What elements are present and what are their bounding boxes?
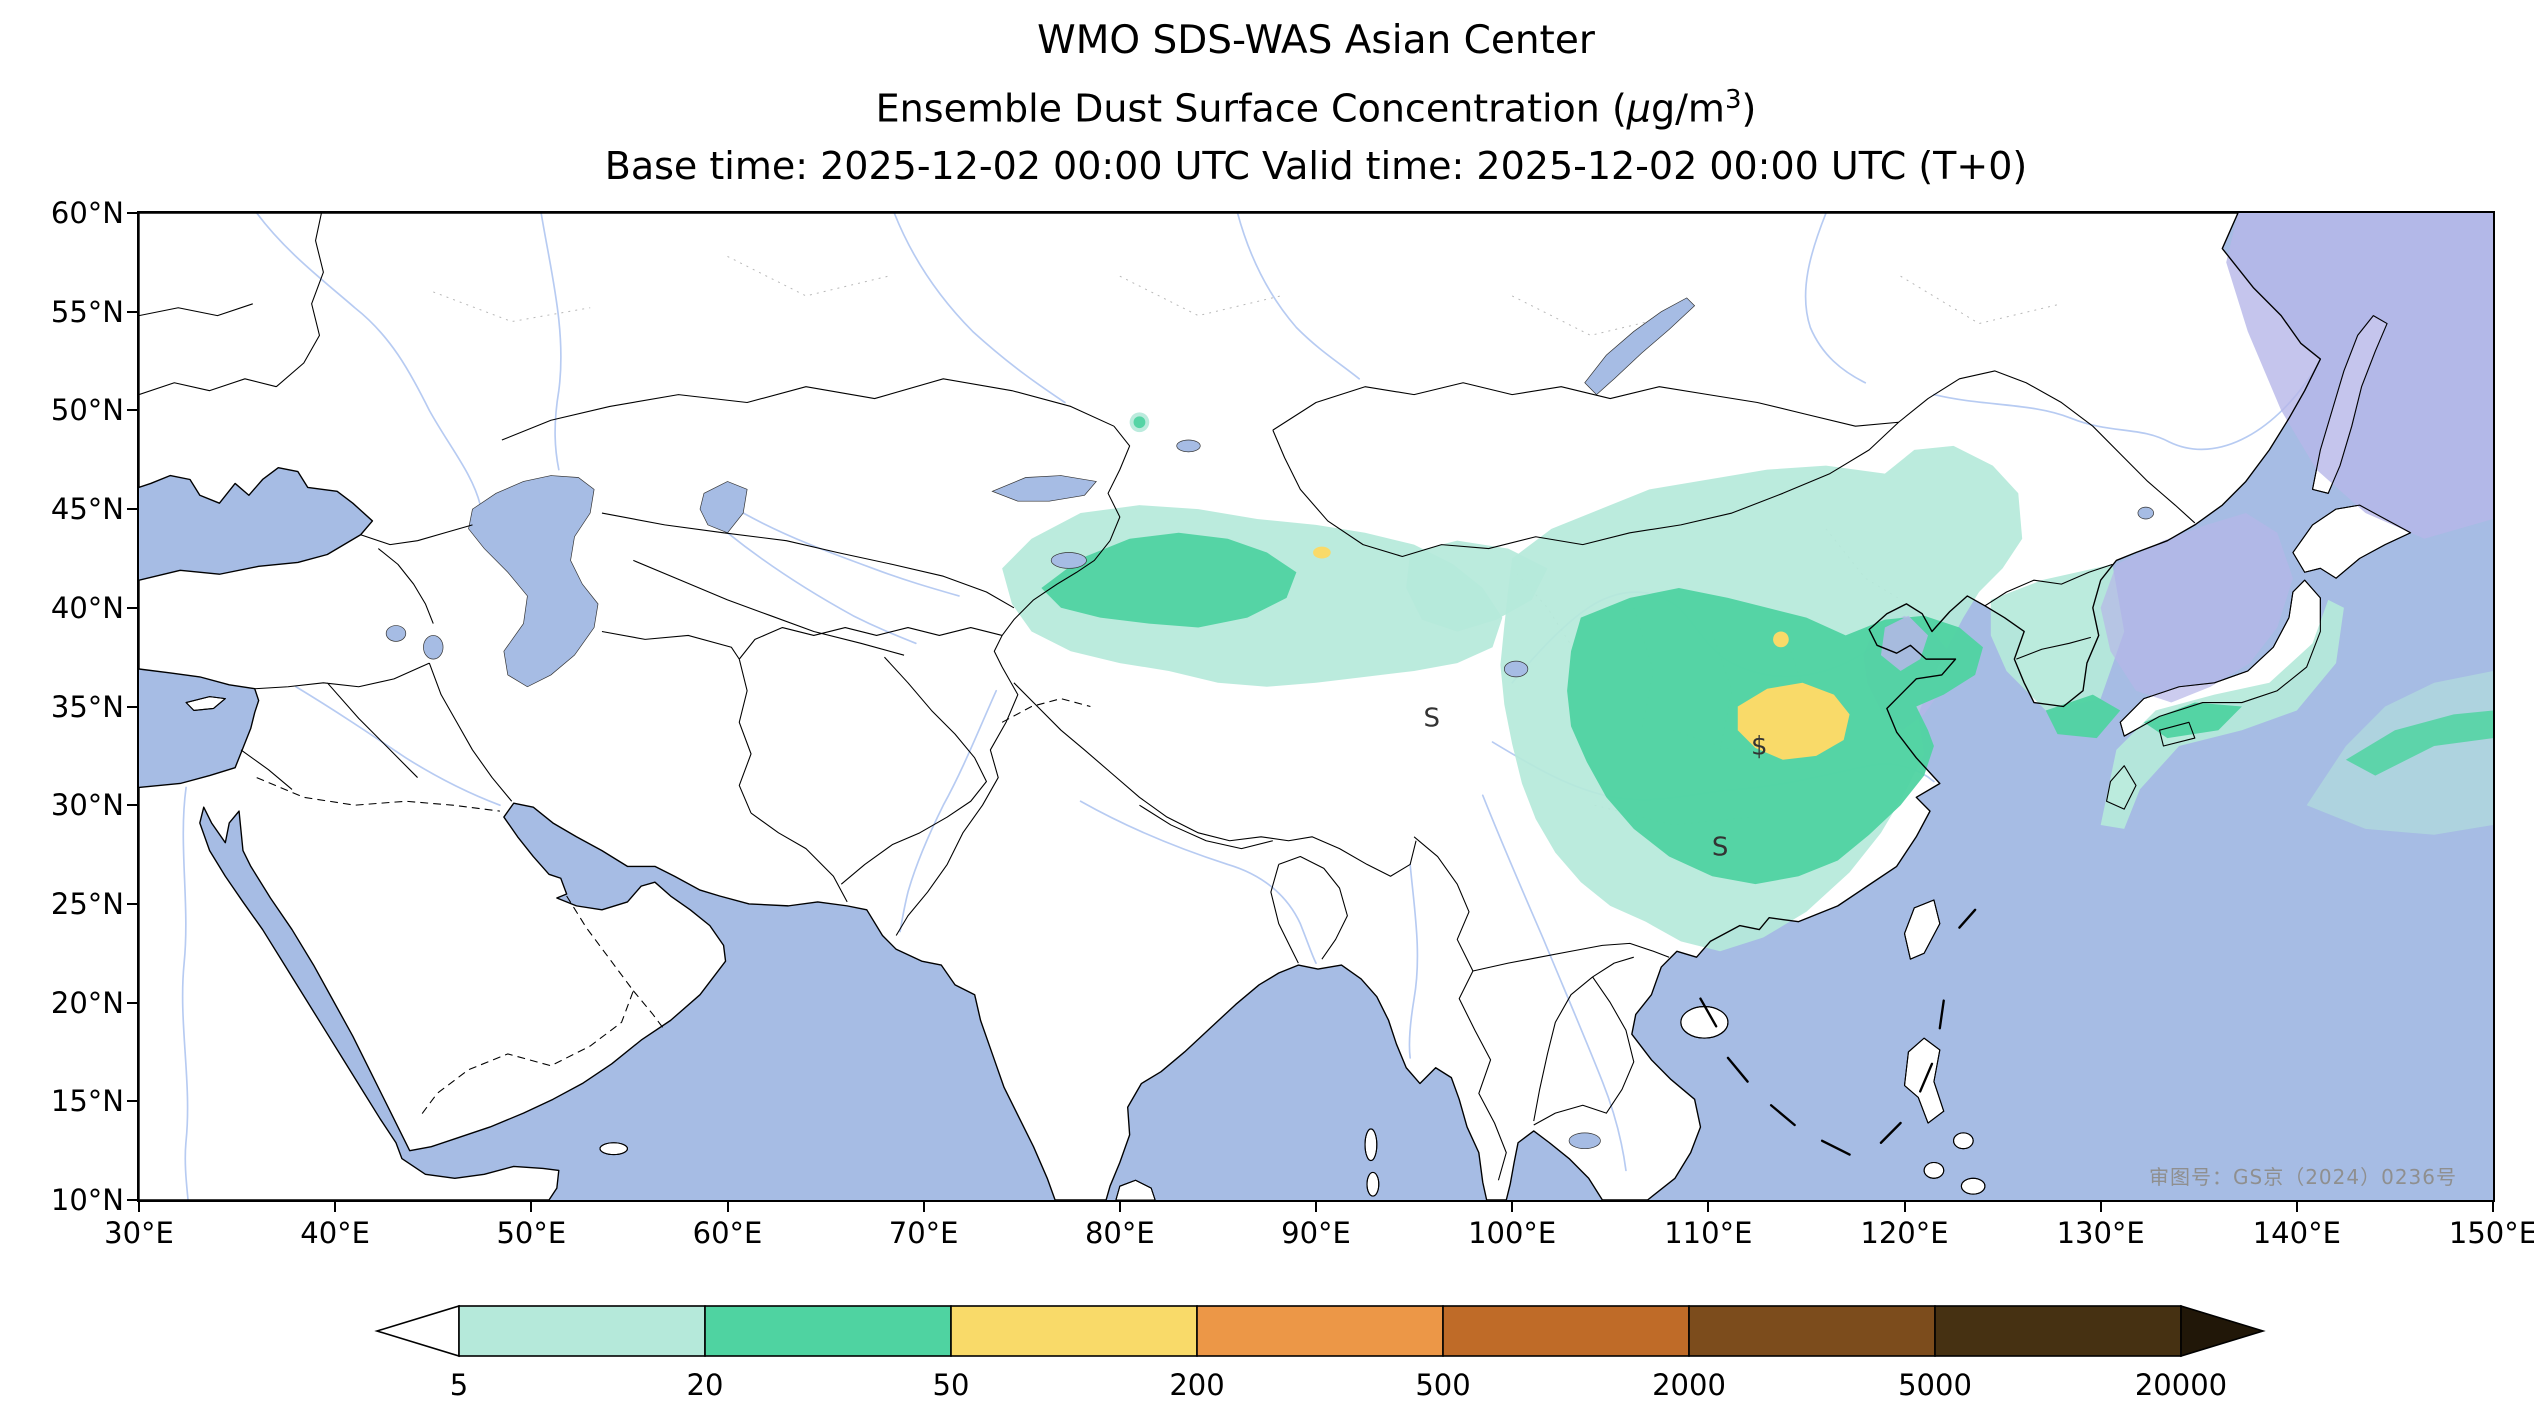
dashed-borders-layer [256,698,1091,1118]
colorbar-level-label: 20000 [2134,1368,2228,1402]
y-tick-label: 30°N [50,788,124,823]
colorbar-segment [1442,1305,1690,1357]
x-tick [334,1202,337,1212]
map-annotation: S [1711,832,1729,863]
colorbar-segment [1196,1305,1444,1357]
dust-over-ocean-layer [1863,213,2493,731]
colorbar-segment [1934,1305,2182,1357]
colorbar-segment [950,1305,1198,1357]
colorbar-level-label: 200 [1169,1368,1225,1402]
figure-time-line: Base time: 2025-12-02 00:00 UTC Valid ti… [604,143,2028,188]
x-tick [2492,1202,2494,1212]
y-tick [127,409,137,412]
y-tick [127,1199,137,1201]
mu-symbol: μ [1626,86,1651,131]
colorbar-level-label: 500 [1415,1368,1471,1402]
country-borders-layer [139,213,2196,1181]
x-tick [1118,1202,1121,1212]
y-tick-label: 60°N [50,196,124,230]
x-tick [922,1202,925,1212]
x-tick-label: 90°E [1281,1216,1351,1250]
y-tick-label: 45°N [50,492,124,527]
x-tick-label: 140°E [2252,1216,2341,1250]
colorbar-over-arrow [2180,1304,2266,1358]
dust-level3-layer [1313,546,1850,760]
x-tick-label: 40°E [300,1216,371,1250]
y-tick-label: 35°N [50,689,124,724]
y-tick-label: 55°N [50,294,124,329]
colorbar [374,1304,2266,1358]
map-annotation: S [1423,703,1440,734]
x-tick [726,1202,729,1212]
x-tick-label: 50°E [496,1216,567,1250]
y-tick [127,705,137,708]
x-tick-label: 130°E [2056,1216,2145,1250]
x-tick [530,1202,533,1212]
colorbar-segment [1688,1305,1936,1357]
x-tick-label: 110°E [1664,1216,1753,1250]
x-tick [1315,1202,1317,1212]
x-tick [138,1202,140,1212]
colorbar-segment [458,1305,706,1357]
y-tick-label: 40°N [50,590,124,625]
y-tick-label: 15°N [50,1084,124,1119]
y-tick [127,606,137,609]
y-tick [127,310,137,313]
y-tick [127,804,137,807]
x-tick [2295,1202,2298,1212]
map-plot-area: 审图号：GS京（2024）0236号 [137,211,2495,1202]
bohai-sea-overlay [1880,615,1929,671]
map-svg [139,213,2493,1200]
y-tick-label: 10°N [50,1183,124,1217]
x-tick [1511,1202,1514,1212]
subtitle-unit: g/m [1650,86,1725,131]
map-annotation: $ [1751,731,1768,762]
y-tick [127,212,137,214]
y-tick [127,902,137,905]
colorbar-level-label: 50 [932,1368,970,1402]
x-tick [1707,1202,1710,1212]
colorbar-level-label: 2000 [1652,1368,1726,1402]
subtitle-text: Ensemble Dust Surface Concentration ( [875,86,1627,131]
colorbar-level-label: 5 [449,1368,469,1402]
x-tick-label: 70°E [888,1216,959,1250]
x-tick [2099,1202,2102,1212]
y-tick [127,1100,137,1103]
y-tick-label: 25°N [50,886,124,921]
x-tick-label: 80°E [1084,1216,1155,1250]
x-tick-label: 60°E [692,1216,763,1250]
lakes-layer [385,297,2154,1150]
y-tick-label: 50°N [50,393,124,428]
x-tick-label: 100°E [1468,1216,1557,1250]
colorbar-under-arrow [374,1304,460,1358]
subtitle-exponent: 3 [1724,85,1742,115]
y-tick-label: 20°N [50,985,124,1020]
x-tick [1903,1202,1906,1212]
y-tick [127,1001,137,1004]
y-tick [127,508,137,511]
figure-title: WMO SDS-WAS Asian Center [1037,18,1595,63]
x-tick-label: 150°E [2448,1216,2534,1250]
maritime-dash-line [1699,908,1977,1156]
colorbar-level-label: 5000 [1898,1368,1972,1402]
colorbar-level-label: 20 [686,1368,724,1402]
figure-titles: WMO SDS-WAS Asian Center Ensemble Dust S… [139,18,2493,188]
figure-subtitle: Ensemble Dust Surface Concentration (μg/… [139,78,2493,131]
x-tick-label: 30°E [104,1216,174,1250]
colorbar-segment [704,1305,952,1357]
subtitle-close: ) [1741,86,1757,131]
map-approval-watermark: 审图号：GS京（2024）0236号 [2149,1165,2457,1189]
x-tick-label: 120°E [1860,1216,1949,1250]
